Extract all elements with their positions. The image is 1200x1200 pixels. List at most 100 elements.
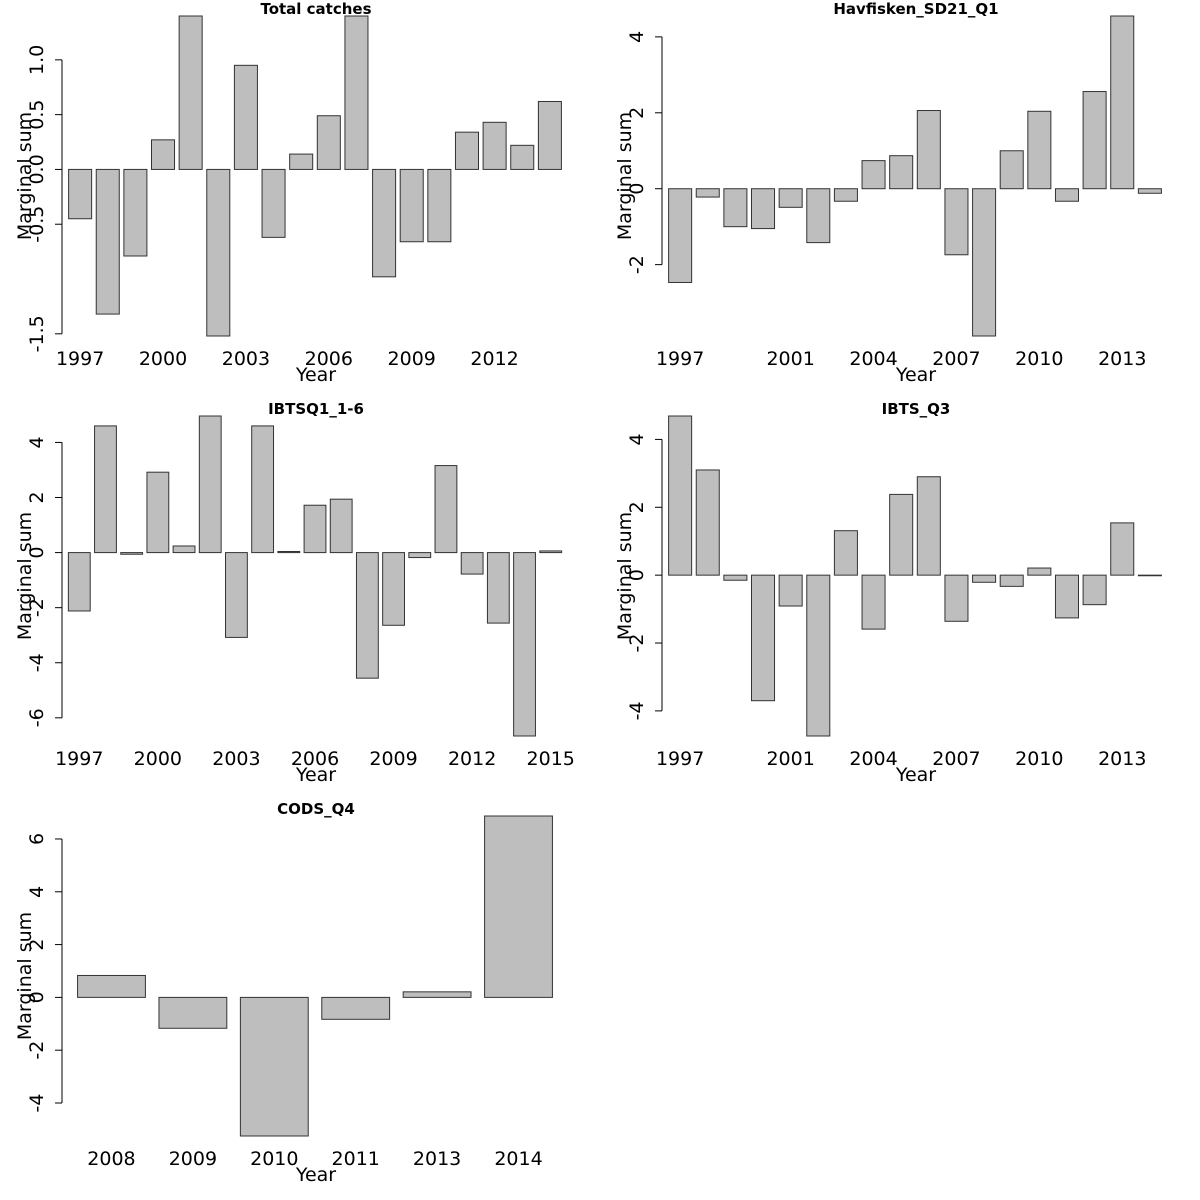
bar-2001 (178, 15, 203, 170)
bar-2014 (1137, 574, 1162, 577)
bar-2002 (206, 168, 231, 337)
y-tick-label: 4 (26, 436, 48, 448)
bar-1997 (68, 168, 93, 220)
y-tick-label: 0 (26, 991, 48, 1003)
bar-1998 (695, 469, 720, 576)
y-tick-label: -2 (626, 634, 648, 653)
bar-2004 (261, 168, 286, 238)
bar-2013 (402, 991, 472, 998)
bar-2007 (329, 498, 353, 554)
bar-2011 (454, 131, 480, 170)
x-tick-label: 1997 (56, 348, 104, 370)
bar-2008 (972, 188, 997, 337)
y-axis-label: Marginal sum (14, 912, 36, 1040)
bar-2009 (158, 996, 228, 1029)
x-tick-label: 2001 (766, 748, 814, 770)
bar-2008 (972, 574, 997, 583)
bar-2004 (251, 425, 275, 554)
bar-2011 (434, 465, 458, 554)
y-axis-label: Marginal sum (14, 112, 36, 240)
bar-1999 (723, 188, 748, 228)
bar-2014 (513, 552, 536, 737)
x-tick-label: 2006 (305, 348, 353, 370)
x-tick-label: 2006 (291, 748, 339, 770)
bar-2011 (321, 996, 391, 1020)
x-tick-label: 2004 (849, 348, 897, 370)
x-tick-label: 1997 (55, 748, 103, 770)
bar-2009 (999, 150, 1024, 190)
bar-2005 (889, 493, 914, 576)
bar-2010 (408, 552, 432, 559)
bar-1999 (123, 168, 148, 257)
x-tick-label: 2000 (139, 348, 187, 370)
panel-title: IBTSQ1_1-6 (268, 400, 364, 418)
y-tick-label: -4 (26, 1094, 48, 1113)
bar-2006 (316, 115, 341, 170)
x-tick-label: 2003 (222, 348, 270, 370)
x-tick-label: 2013 (413, 1148, 461, 1170)
bar-2000 (751, 188, 776, 230)
y-tick-label: -2 (26, 598, 48, 617)
x-tick-label: 2009 (388, 348, 436, 370)
bar-2006 (916, 476, 941, 576)
bar-2007 (944, 188, 969, 256)
x-axis-label: Year (295, 1164, 336, 1186)
x-tick-label: 2009 (369, 748, 417, 770)
bar-2013 (1110, 15, 1135, 190)
y-tick-label: 4 (626, 31, 648, 43)
bar-2005 (289, 153, 314, 170)
y-tick-label: 0.5 (26, 100, 48, 130)
y-tick-label: -1.5 (26, 315, 48, 352)
y-tick-label: -4 (26, 653, 48, 672)
x-tick-label: 2008 (87, 1148, 135, 1170)
x-tick-label: 2004 (849, 748, 897, 770)
y-tick-label: 2 (626, 107, 648, 119)
y-tick-label: 2 (26, 939, 48, 951)
y-tick-label: 4 (626, 433, 648, 445)
bar-2011 (1054, 574, 1079, 619)
x-tick-label: 2003 (212, 748, 260, 770)
x-tick-label: 2001 (766, 348, 814, 370)
bar-2004 (861, 160, 886, 190)
bar-2009 (382, 552, 405, 626)
bar-2007 (944, 574, 969, 622)
y-tick-label: 0 (26, 547, 48, 559)
x-tick-label: 2013 (1098, 348, 1146, 370)
bar-2002 (806, 574, 831, 737)
y-tick-label: -6 (26, 708, 48, 727)
x-tick-label: 2000 (134, 748, 182, 770)
bar-2008 (77, 974, 146, 998)
y-tick-label: -2 (626, 255, 648, 274)
bar-2012 (1082, 91, 1107, 190)
bar-2014 (537, 100, 562, 170)
y-axis-label: Marginal sum (14, 512, 36, 640)
bar-2005 (277, 550, 301, 554)
bar-2013 (1110, 522, 1135, 576)
bar-2010 (1027, 567, 1052, 576)
bar-2008 (372, 168, 397, 278)
bar-2009 (999, 574, 1024, 587)
bar-2006 (916, 110, 941, 190)
bar-2002 (806, 188, 831, 244)
y-tick-label: 6 (26, 833, 48, 845)
y-axis-label: Marginal sum (614, 112, 636, 240)
bar-2008 (355, 552, 379, 679)
y-tick-label: -4 (626, 701, 648, 720)
x-tick-label: 2015 (527, 748, 575, 770)
bar-2007 (344, 15, 369, 170)
bar-2010 (239, 996, 309, 1137)
panel-ibts-q3: IBTS_Q3 Year Marginal sum -4 -2 0 2 4 1997 200… (614, 400, 1162, 786)
x-tick-label: 2010 (1015, 748, 1063, 770)
bar-2001 (778, 574, 803, 607)
bar-2006 (303, 504, 327, 554)
bar-2002 (198, 415, 222, 554)
y-tick-label: -2 (26, 1041, 48, 1060)
bar-2009 (399, 168, 424, 243)
bar-1997 (668, 188, 693, 283)
bar-2000 (151, 139, 176, 170)
bar-1997 (67, 552, 91, 612)
bar-2000 (146, 471, 170, 554)
bar-2003 (833, 530, 858, 576)
panel-ibtsq1-1-6: IBTSQ1_1-6 Year Marginal sum -6 -4 -2 0 2 4 19… (14, 400, 575, 786)
